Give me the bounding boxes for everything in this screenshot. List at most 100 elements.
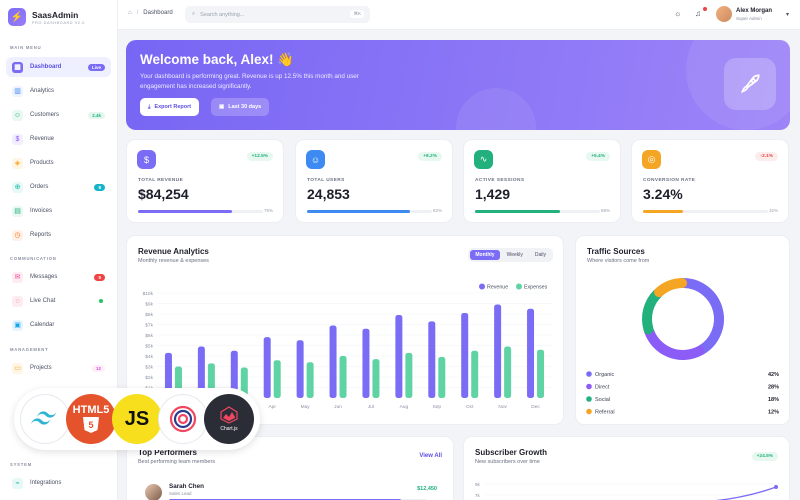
legend-label: Direct xyxy=(595,385,610,391)
progress-fill xyxy=(475,210,560,213)
sidebar-item-label: Calendar xyxy=(30,322,55,328)
y-tick-label: $6k xyxy=(145,333,153,339)
x-tick-label: Jun xyxy=(334,404,342,410)
dollar-icon: $ xyxy=(12,133,23,145)
bar-revenue xyxy=(395,315,403,398)
traffic-donut-chart: Organic 42% Direct 28% Social 18% Referral 12% xyxy=(586,278,779,416)
nav-section-management: MANAGEMENT xyxy=(10,347,49,352)
grid-icon: ▦ xyxy=(12,61,23,73)
sidebar-item-label: Reports xyxy=(30,232,52,238)
stat-card-revenue[interactable]: $ +12.5% TOTAL REVENUE $84,254 75% xyxy=(126,139,284,223)
sidebar-item-products[interactable]: ◈ Products xyxy=(6,153,111,173)
activity-icon: ∿ xyxy=(474,150,493,169)
welcome-text: Your dashboard is performing great. Reve… xyxy=(140,73,359,90)
plug-icon: ⌁ xyxy=(12,477,23,489)
legend-label: Referral xyxy=(595,410,615,416)
chevron-down-icon[interactable]: ▾ xyxy=(786,12,790,18)
view-all-link[interactable]: View All xyxy=(419,453,442,459)
chat-icon: ◌ xyxy=(12,295,23,307)
stat-label: TOTAL USERS xyxy=(307,178,345,183)
sidebar-item-label: Analytics xyxy=(30,88,55,94)
breadcrumb-separator: / xyxy=(136,10,139,16)
bar-revenue xyxy=(164,352,172,398)
stat-label: CONVERSION RATE xyxy=(643,178,696,183)
tab-daily[interactable]: Daily xyxy=(534,252,546,258)
mail-icon: ✉ xyxy=(12,271,23,283)
stat-card-conversion[interactable]: ◎ -2.1% CONVERSION RATE 3.24% 32% xyxy=(631,139,789,223)
legend-dot xyxy=(586,371,592,377)
card-subtitle: New subscribers over time xyxy=(475,459,540,465)
sidebar-item-integrations[interactable]: ⌁ Integrations xyxy=(6,473,111,493)
search-icon: ⌕ xyxy=(192,11,196,17)
avatar[interactable] xyxy=(716,6,732,22)
legend-dot xyxy=(516,283,522,290)
sidebar-item-dashboard[interactable]: ▦ Dashboard Live xyxy=(6,57,111,77)
customers-badge: 2.4k xyxy=(88,111,105,119)
sidebar-item-reports[interactable]: ◷ Reports xyxy=(6,225,111,245)
legend-value: 12% xyxy=(768,410,779,416)
bar-expenses xyxy=(339,356,347,398)
sidebar-item-revenue[interactable]: $ Revenue xyxy=(6,129,111,149)
bell-icon[interactable]: ♫ xyxy=(695,9,701,18)
x-tick-label: Oct xyxy=(466,404,474,410)
welcome-title: Welcome back, Alex! 👋 xyxy=(140,52,295,67)
sun-icon[interactable]: ☼ xyxy=(674,9,682,18)
sidebar-item-analytics[interactable]: ▥ Analytics xyxy=(6,81,111,101)
file-icon: ▤ xyxy=(12,205,23,217)
sidebar-item-label: Integrations xyxy=(30,480,62,486)
stat-card-users[interactable]: ☺ +8.2% TOTAL USERS 24,853 82% xyxy=(295,139,453,223)
tab-monthly[interactable]: Monthly xyxy=(470,250,500,260)
sidebar-item-customers[interactable]: ☺ Customers 2.4k xyxy=(6,105,111,125)
sidebar-item-orders[interactable]: ⊕ Orders 8 xyxy=(6,177,111,197)
x-tick-label: Jul xyxy=(368,404,374,410)
sidebar-item-label: Dashboard xyxy=(30,64,62,70)
change-chip: +8.2% xyxy=(418,152,442,161)
chart-icon: ▥ xyxy=(12,85,23,97)
bar-revenue xyxy=(329,325,337,398)
sidebar-item-live-chat[interactable]: ◌ Live Chat xyxy=(6,291,111,311)
decor-circle xyxy=(456,88,536,130)
sidebar-item-messages[interactable]: ✉ Messages 5 xyxy=(6,267,111,287)
brand[interactable]: ⚡ SaasAdmin PRO DASHBOARD V2.0 xyxy=(8,8,85,26)
stat-label: TOTAL REVENUE xyxy=(138,178,184,183)
progress-label: 68% xyxy=(600,208,610,213)
bar-revenue xyxy=(461,312,469,398)
period-toggle: Monthly Weekly Daily xyxy=(468,248,553,262)
sidebar-item-calendar[interactable]: ▣ Calendar xyxy=(6,315,111,335)
target-icon: ◎ xyxy=(642,150,661,169)
bar-revenue xyxy=(197,346,205,398)
brand-name: SaasAdmin xyxy=(32,9,79,20)
sidebar-item-label: Invoices xyxy=(30,208,53,214)
export-report-button[interactable]: ⤓ Export Report xyxy=(140,98,200,116)
bar-revenue xyxy=(527,308,535,398)
sidebar-item-projects[interactable]: ▭ Projects 12 xyxy=(6,358,111,378)
bar-expenses xyxy=(306,362,314,398)
sidebar-item-invoices[interactable]: ▤ Invoices xyxy=(6,201,111,221)
stat-value: 24,853 xyxy=(307,186,350,202)
progress-fill xyxy=(307,210,410,213)
tailwind-logo-icon xyxy=(20,394,70,444)
date-range-button[interactable]: ▣ Last 30 days xyxy=(211,98,270,116)
stat-label: ACTIVE SESSIONS xyxy=(475,178,525,183)
stat-value: 3.24% xyxy=(643,186,683,202)
download-icon: ⤓ xyxy=(148,103,151,110)
date-range-label: Last 30 days xyxy=(228,104,262,110)
tab-weekly[interactable]: Weekly xyxy=(506,252,523,258)
y-tick-label: $9k xyxy=(145,301,153,307)
chartjs-logo-icon: Chart.js xyxy=(204,394,254,444)
progress-bar xyxy=(475,210,600,213)
home-icon[interactable]: ⌂ xyxy=(128,10,132,16)
legend-dot xyxy=(586,383,592,390)
clock-icon: ◷ xyxy=(12,229,23,241)
sidebar-item-label: Projects xyxy=(30,365,52,371)
avatar xyxy=(145,484,162,500)
sidebar-item-label: Revenue xyxy=(30,136,55,142)
bar-revenue xyxy=(362,328,370,398)
user-name[interactable]: Alex Morgan xyxy=(736,8,773,14)
card-subtitle: Best performing team members xyxy=(138,459,216,465)
search-input[interactable]: ⌕ Search anything... ⌘K xyxy=(185,6,370,23)
projects-badge: 12 xyxy=(91,364,105,372)
brand-subtitle: PRO DASHBOARD V2.0 xyxy=(32,20,85,25)
stat-card-sessions[interactable]: ∿ +5.4% ACTIVE SESSIONS 1,429 68% xyxy=(463,139,621,223)
legend-label: Social xyxy=(595,397,610,403)
